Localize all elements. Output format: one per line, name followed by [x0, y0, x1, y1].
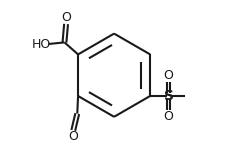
Text: S: S	[164, 89, 174, 103]
Text: O: O	[61, 11, 71, 24]
Text: O: O	[164, 110, 174, 124]
Text: O: O	[68, 130, 78, 143]
Text: O: O	[164, 68, 174, 82]
Text: HO: HO	[32, 37, 51, 51]
